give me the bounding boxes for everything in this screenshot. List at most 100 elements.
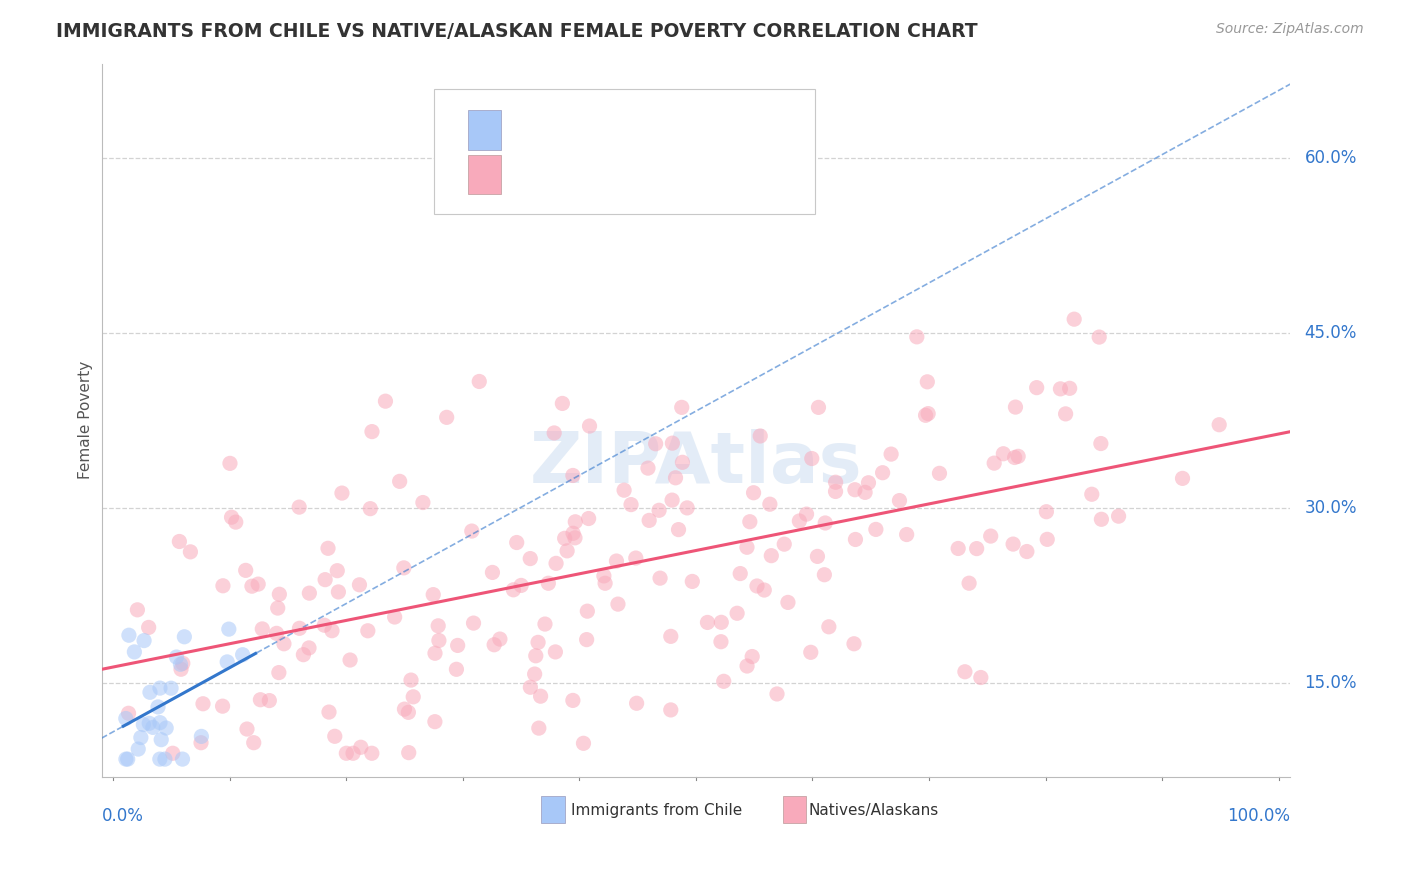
Point — [578, 511, 600, 525]
Point — [292, 648, 315, 662]
Point — [626, 696, 648, 710]
Point — [288, 500, 311, 515]
Point — [946, 541, 969, 556]
Point — [853, 485, 876, 500]
Point — [1059, 381, 1081, 395]
Point — [138, 716, 160, 731]
Point — [555, 544, 578, 558]
Text: 45.0%: 45.0% — [1305, 324, 1357, 342]
Point — [1004, 450, 1026, 465]
Point — [169, 657, 191, 672]
Point — [561, 693, 583, 707]
Text: R =: R = — [523, 165, 558, 183]
Point — [172, 657, 194, 671]
Point — [607, 597, 630, 611]
Point — [527, 635, 550, 649]
Point — [745, 579, 768, 593]
Point — [637, 461, 659, 475]
Text: IMMIGRANTS FROM CHILE VS NATIVE/ALASKAN FEMALE POVERTY CORRELATION CHART: IMMIGRANTS FROM CHILE VS NATIVE/ALASKAN … — [56, 22, 977, 41]
Point — [824, 484, 846, 499]
Point — [396, 706, 419, 720]
Point — [865, 523, 887, 537]
Point — [350, 740, 373, 755]
Point — [219, 456, 242, 470]
Point — [359, 501, 381, 516]
Point — [575, 632, 598, 647]
Point — [681, 574, 703, 589]
Point — [800, 645, 823, 659]
Point — [735, 659, 758, 673]
Point — [1090, 512, 1112, 526]
Point — [562, 526, 585, 541]
Point — [423, 646, 446, 660]
FancyBboxPatch shape — [783, 796, 807, 823]
Point — [1090, 436, 1112, 450]
Point — [398, 746, 420, 760]
Y-axis label: Female Poverty: Female Poverty — [79, 361, 93, 480]
Point — [1063, 312, 1085, 326]
Point — [534, 617, 557, 632]
Point — [114, 711, 136, 725]
Point — [374, 394, 396, 409]
Point — [914, 409, 936, 423]
Point — [1004, 400, 1026, 414]
Point — [221, 510, 243, 524]
Point — [139, 685, 162, 699]
Point — [807, 401, 830, 415]
Text: 28: 28 — [710, 121, 737, 139]
Point — [1208, 417, 1230, 432]
Point — [446, 662, 468, 676]
Point — [502, 582, 524, 597]
Text: Source: ZipAtlas.com: Source: ZipAtlas.com — [1216, 22, 1364, 37]
Point — [572, 736, 595, 750]
Point — [298, 640, 321, 655]
Point — [858, 475, 880, 490]
Point — [519, 680, 541, 694]
Point — [247, 577, 270, 591]
Point — [742, 485, 765, 500]
Point — [661, 493, 683, 508]
Point — [696, 615, 718, 630]
Point — [132, 633, 155, 648]
Point — [676, 500, 699, 515]
Point — [953, 665, 976, 679]
Point — [800, 451, 823, 466]
Point — [648, 571, 671, 585]
Point — [644, 436, 666, 450]
Point — [422, 588, 444, 602]
Point — [735, 541, 758, 555]
Point — [146, 700, 169, 714]
Point — [427, 619, 450, 633]
Point — [235, 563, 257, 577]
Point — [814, 516, 837, 530]
Point — [796, 507, 818, 521]
Point — [527, 721, 550, 735]
Point — [605, 554, 627, 568]
Point — [561, 468, 583, 483]
Point — [190, 730, 212, 744]
Point — [664, 471, 686, 485]
Point — [166, 650, 188, 665]
FancyBboxPatch shape — [468, 154, 501, 194]
Point — [232, 648, 254, 662]
Point — [773, 537, 796, 551]
Point — [127, 603, 149, 617]
Point — [149, 715, 172, 730]
Point — [1025, 381, 1047, 395]
Point — [524, 648, 547, 663]
Point — [917, 407, 939, 421]
Point — [117, 752, 139, 766]
Point — [267, 601, 290, 615]
Point — [316, 541, 339, 556]
Point — [529, 689, 551, 703]
Point — [117, 706, 139, 721]
Point — [481, 566, 503, 580]
Point — [980, 529, 1002, 543]
Point — [259, 693, 281, 707]
Point — [593, 576, 616, 591]
Point — [1035, 505, 1057, 519]
Point — [463, 616, 485, 631]
Point — [993, 447, 1015, 461]
Point — [468, 375, 491, 389]
Point — [314, 573, 336, 587]
